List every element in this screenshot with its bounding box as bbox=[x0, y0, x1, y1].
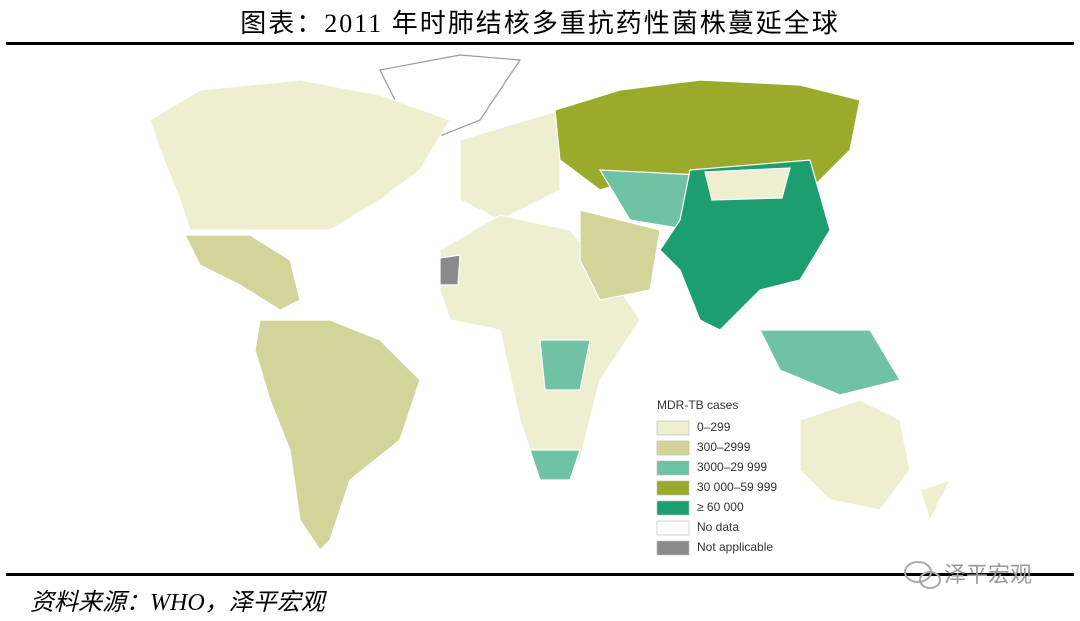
region bbox=[799, 399, 911, 511]
legend-label: 30 000–59 999 bbox=[697, 480, 777, 494]
legend-label: Not applicable bbox=[697, 540, 773, 554]
legend-label: 300–2999 bbox=[697, 440, 751, 454]
title: 图表：2011 年时肺结核多重抗药性菌株蔓延全球 bbox=[240, 9, 840, 38]
watermark: 泽平宏观 bbox=[944, 563, 1032, 588]
region bbox=[459, 109, 561, 221]
legend-swatch bbox=[656, 540, 690, 556]
legend: MDR-TB cases 0–299 300–2999 3000–29 999 30 … bbox=[656, 398, 777, 556]
legend-label: No data bbox=[697, 520, 739, 534]
top-rule bbox=[6, 42, 1074, 45]
region bbox=[919, 478, 952, 522]
legend-swatch bbox=[656, 440, 690, 456]
legend-swatch bbox=[656, 520, 690, 536]
region bbox=[579, 209, 661, 301]
region bbox=[529, 449, 581, 481]
region bbox=[704, 167, 791, 201]
region bbox=[254, 319, 421, 551]
legend-swatch bbox=[656, 500, 690, 516]
world-map bbox=[149, 54, 952, 551]
legend-swatch bbox=[656, 420, 690, 436]
source: 资料来源：WHO，泽平宏观 bbox=[30, 589, 328, 616]
region bbox=[439, 254, 461, 286]
region bbox=[184, 234, 301, 311]
legend-label: ≥ 60 000 bbox=[697, 500, 744, 514]
legend-title: MDR-TB cases bbox=[657, 398, 738, 412]
bottom-rule bbox=[6, 573, 1074, 576]
region bbox=[659, 159, 831, 331]
legend-label: 0–299 bbox=[697, 420, 731, 434]
legend-label: 3000–29 999 bbox=[697, 460, 767, 474]
region bbox=[539, 339, 591, 391]
legend-swatch bbox=[656, 460, 690, 476]
region bbox=[149, 79, 451, 231]
watermark-icon bbox=[904, 561, 941, 589]
legend-swatch bbox=[656, 480, 690, 496]
region bbox=[759, 329, 901, 396]
